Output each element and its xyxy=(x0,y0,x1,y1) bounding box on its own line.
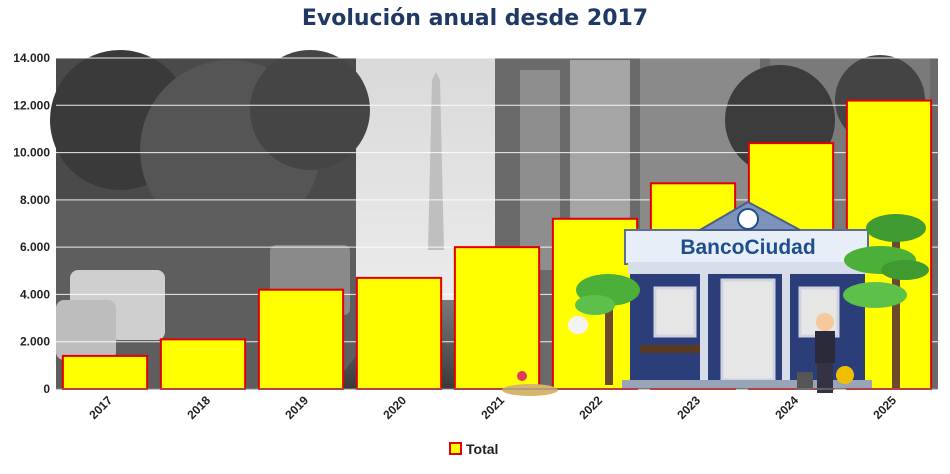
y-tick-label: 6.000 xyxy=(20,240,50,254)
legend: Total xyxy=(449,441,498,457)
obelisk xyxy=(428,72,444,250)
x-tick-label: 2023 xyxy=(674,393,703,422)
x-tick-label: 2024 xyxy=(772,393,801,422)
bar-2018 xyxy=(159,338,247,391)
chart-title: Evolución anual desde 2017 xyxy=(301,6,649,31)
x-tick-label: 2022 xyxy=(576,393,605,422)
bar-2020 xyxy=(355,276,443,390)
x-tick-label: 2021 xyxy=(478,393,507,422)
x-tick-label: 2017 xyxy=(86,393,115,422)
bank-sign-text: BancoCiudad xyxy=(680,236,815,259)
y-tick-label: 12.000 xyxy=(13,98,50,112)
x-tick-label: 2019 xyxy=(282,393,311,422)
bank-building-illustration: BancoCiudad xyxy=(622,200,872,393)
y-tick-label: 2.000 xyxy=(20,335,50,349)
y-tick-label: 10.000 xyxy=(13,146,50,160)
bar-2021 xyxy=(453,246,541,390)
x-tick-label: 2025 xyxy=(870,393,899,422)
y-tick-label: 4.000 xyxy=(20,287,50,301)
x-tick-label: 2020 xyxy=(380,393,409,422)
bar-2019 xyxy=(257,288,345,391)
legend-label-total: Total xyxy=(466,441,498,457)
y-tick-label: 8.000 xyxy=(20,193,50,207)
x-tick-label: 2018 xyxy=(184,393,213,422)
bar-2017 xyxy=(61,354,149,390)
legend-swatch-total xyxy=(449,442,462,455)
tree-illustration-right xyxy=(843,214,929,388)
y-tick-label: 0 xyxy=(43,382,50,396)
tree-illustration-left xyxy=(502,274,640,396)
x-axis: 2017 2018 2019 2020 2021 2022 2023 2024 2025 xyxy=(86,393,899,422)
y-tick-label: 14.000 xyxy=(13,51,50,65)
y-axis: 0 2.000 4.000 6.000 8.000 10.000 12.000 14.000 xyxy=(13,51,50,396)
